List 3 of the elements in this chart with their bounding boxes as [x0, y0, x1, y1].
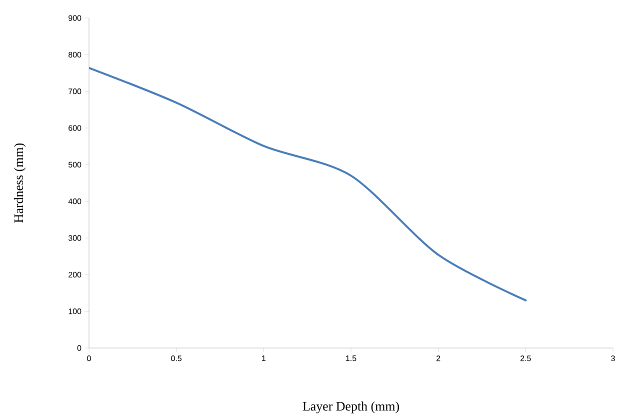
line-series — [89, 66, 527, 302]
x-axis-title: Layer Depth (mm) — [302, 402, 399, 414]
y-axis-title: Hardness (mm) — [14, 143, 26, 223]
